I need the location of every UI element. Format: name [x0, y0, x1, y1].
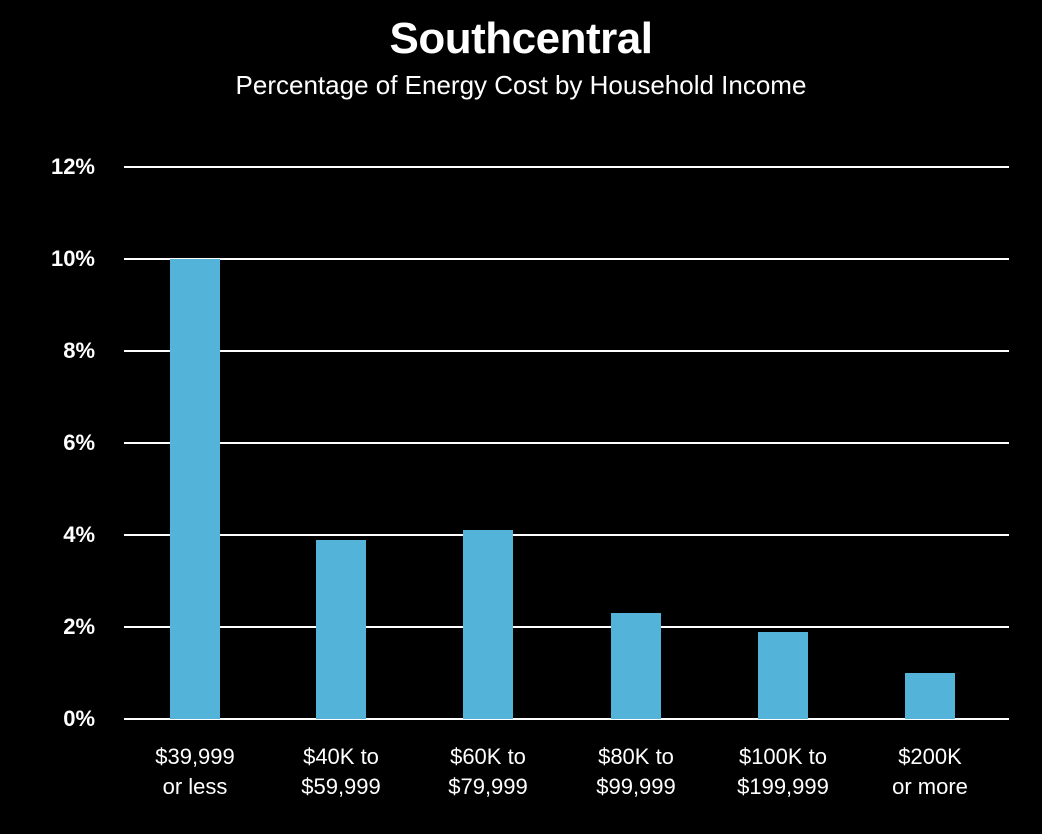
- gridline: [124, 718, 1009, 720]
- x-tick-label: $80K to $99,999: [596, 744, 676, 799]
- bar: [611, 613, 661, 719]
- x-tick-label: $40K to $59,999: [301, 744, 381, 799]
- chart-subtitle: Percentage of Energy Cost by Household I…: [235, 70, 807, 100]
- y-tick-label: 4%: [63, 522, 95, 547]
- x-tick-label: $200K or more: [892, 744, 968, 799]
- gridline: [124, 350, 1009, 352]
- gridline: [124, 166, 1009, 168]
- y-tick-label: 8%: [63, 338, 95, 363]
- bar: [905, 673, 955, 719]
- bar: [463, 530, 513, 719]
- chart-title: Southcentral: [389, 14, 653, 63]
- x-tick-label: $39,999 or less: [155, 744, 235, 799]
- bar: [316, 539, 366, 719]
- y-tick-label: 2%: [63, 614, 95, 639]
- gridline: [124, 258, 1009, 260]
- x-tick-label: $60K to $79,999: [448, 744, 528, 799]
- gridline: [124, 534, 1009, 536]
- y-tick-label: 6%: [63, 430, 95, 455]
- bar: [758, 631, 808, 719]
- gridline: [124, 442, 1009, 444]
- bar: [170, 259, 220, 719]
- y-tick-label: 0%: [63, 706, 95, 731]
- x-tick-label: $100K to $199,999: [737, 744, 829, 799]
- gridline: [124, 626, 1009, 628]
- y-tick-label: 10%: [50, 246, 95, 271]
- y-tick-label: 12%: [50, 154, 95, 179]
